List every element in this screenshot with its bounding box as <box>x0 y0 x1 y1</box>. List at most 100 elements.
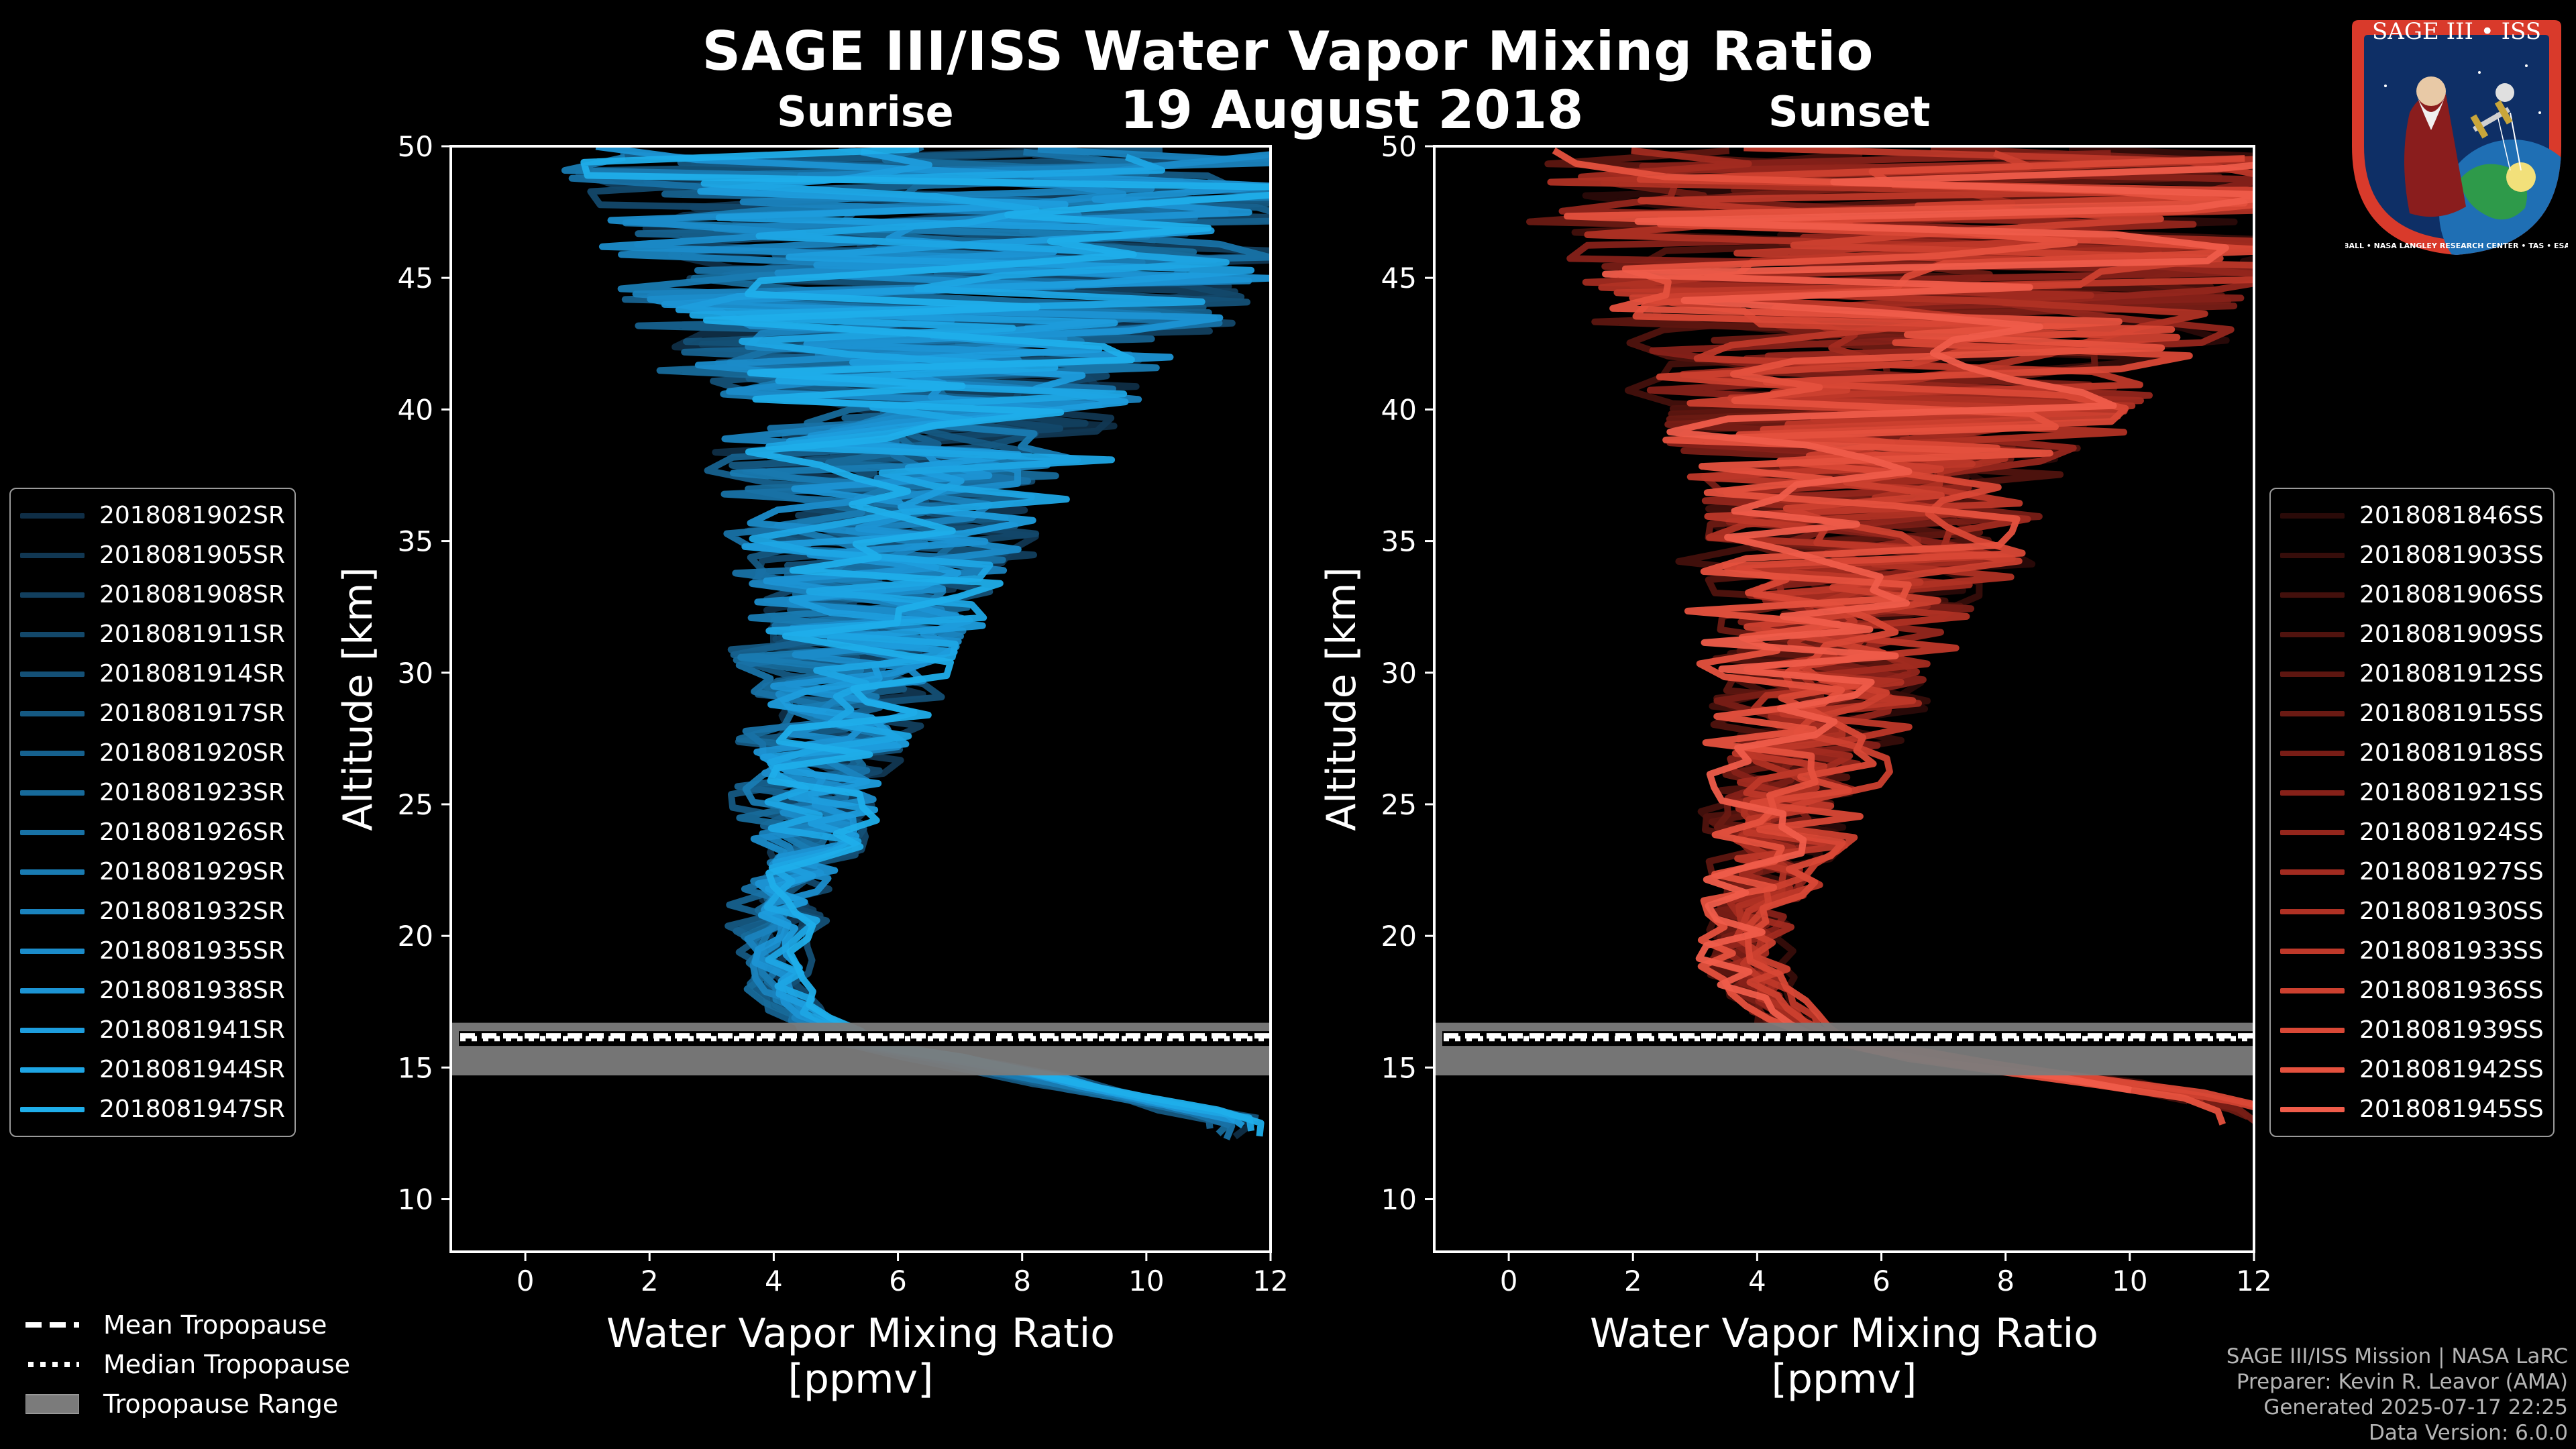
legend-label: 2018081918SS <box>2359 739 2544 767</box>
sunset-legend: 2018081846SS 2018081903SS 2018081906SS 2018… <box>2269 488 2555 1137</box>
y-tick-label: 15 <box>398 1051 433 1084</box>
x-tick-label: 8 <box>1996 1265 2015 1297</box>
legend-label: 2018081920SR <box>99 739 285 767</box>
x-axis-label: Water Vapor Mixing Ratio <box>606 1310 1115 1357</box>
x-axis-label: Water Vapor Mixing Ratio <box>1590 1310 2098 1357</box>
legend-item-2018081909SS: 2018081909SS <box>2280 614 2544 654</box>
legend-label: 2018081905SR <box>99 541 285 569</box>
space-station-icon <box>2470 100 2513 139</box>
legend-label: 2018081846SS <box>2359 502 2544 529</box>
y-tick-label: 25 <box>1381 788 1417 821</box>
y-tick-label: 40 <box>1381 393 1417 426</box>
tropopause-legend: Mean Tropopause Median Tropopause Tropop… <box>25 1305 350 1424</box>
legend-item-2018081945SS: 2018081945SS <box>2280 1089 2544 1129</box>
legend-item-2018081927SS: 2018081927SS <box>2280 852 2544 892</box>
legend-swatch <box>20 631 85 637</box>
logo-ring-text: BALL • NASA LANGLEY RESEARCH CENTER • TA… <box>2345 241 2568 250</box>
legend-item-2018081917SR: 2018081917SR <box>20 694 285 733</box>
y-tick-label: 30 <box>1381 657 1417 690</box>
legend-item-2018081912SS: 2018081912SS <box>2280 654 2544 694</box>
legend-swatch <box>20 513 85 519</box>
legend-swatch <box>2280 513 2345 519</box>
plot-frame <box>1433 145 2255 1253</box>
profile-line-2018081939SS <box>1632 155 2254 1108</box>
dashed-line-icon <box>25 1322 79 1328</box>
legend-swatch <box>20 1067 85 1073</box>
footer-mission: SAGE III/ISS Mission | NASA LaRC <box>2226 1344 2568 1368</box>
footer-credits: SAGE III/ISS Mission | NASA LaRC Prepare… <box>2226 1344 2568 1446</box>
y-tick-label: 35 <box>1381 525 1417 558</box>
y-axis-label: Altitude [km] <box>1318 567 1365 831</box>
legend-swatch <box>2280 908 2345 914</box>
legend-swatch <box>2280 710 2345 716</box>
legend-label: 2018081906SS <box>2359 581 2544 608</box>
logo-title: SAGE III • ISS <box>2372 18 2541 45</box>
legend-swatch <box>20 750 85 756</box>
x-axis-units: [ppmv] <box>788 1356 934 1403</box>
legend-swatch <box>20 869 85 875</box>
x-tick-label: 12 <box>2236 1265 2271 1297</box>
y-axis-label: Altitude [km] <box>335 567 382 831</box>
sunrise-legend: 2018081902SR 2018081905SR 2018081908SR 2018… <box>9 488 296 1137</box>
legend-mean-tropopause: Mean Tropopause <box>25 1305 350 1344</box>
legend-label: 2018081932SR <box>99 898 285 925</box>
legend-swatch <box>2280 987 2345 994</box>
dotted-line-icon <box>28 1361 79 1367</box>
x-tick-label: 0 <box>1500 1265 1518 1297</box>
legend-median-tropopause: Median Tropopause <box>25 1344 350 1384</box>
legend-swatch <box>2280 948 2345 954</box>
legend-item-2018081915SS: 2018081915SS <box>2280 694 2544 733</box>
x-tick-label: 4 <box>765 1265 783 1297</box>
legend-label: 2018081923SR <box>99 779 285 806</box>
x-tick-label: 10 <box>2112 1265 2147 1297</box>
legend-swatch <box>20 987 85 994</box>
legend-item-2018081923SR: 2018081923SR <box>20 773 285 812</box>
legend-label: 2018081912SS <box>2359 660 2544 688</box>
x-tick-label: 6 <box>889 1265 907 1297</box>
legend-label: 2018081924SS <box>2359 818 2544 846</box>
legend-swatch <box>20 790 85 796</box>
legend-item-2018081941SR: 2018081941SR <box>20 1010 285 1050</box>
chart-title: SAGE III/ISS Water Vapor Mixing Ratio <box>702 20 1874 83</box>
y-tick-label: 25 <box>398 788 433 821</box>
y-tick-label: 35 <box>398 525 433 558</box>
legend-item-2018081914SR: 2018081914SR <box>20 654 285 694</box>
legend-swatch <box>2280 1106 2345 1112</box>
legend-item-2018081932SR: 2018081932SR <box>20 892 285 931</box>
legend-label: 2018081911SR <box>99 621 285 648</box>
sun-icon <box>2506 162 2536 192</box>
profile-line-2018081933SS <box>1613 146 2254 1109</box>
legend-label: 2018081935SR <box>99 937 285 965</box>
y-tick-label: 45 <box>398 262 433 294</box>
panel-sunrise: 0 2 4 6 8 10 12 10 15 20 25 30 35 40 45 50 Water Vapor M… <box>335 130 1289 1403</box>
x-tick-label: 0 <box>517 1265 535 1297</box>
plot-area-sunrise <box>451 146 1271 1140</box>
legend-item-2018081942SS: 2018081942SS <box>2280 1050 2544 1089</box>
legend-swatch <box>20 948 85 954</box>
panel-sunset: 0 2 4 6 8 10 12 10 15 20 25 30 35 40 45 50 Water Vapor M… <box>1318 130 2272 1403</box>
x-tick-label: 2 <box>1624 1265 1642 1297</box>
legend-label: 2018081915SS <box>2359 700 2544 727</box>
legend-item-2018081908SR: 2018081908SR <box>20 575 285 614</box>
legend-item-2018081930SS: 2018081930SS <box>2280 892 2544 931</box>
legend-swatch <box>2280 1067 2345 1073</box>
chart-date: 19 August 2018 <box>1120 80 1584 141</box>
legend-label: 2018081942SS <box>2359 1056 2544 1083</box>
y-tick-label: 15 <box>1381 1051 1417 1084</box>
range-box-icon <box>25 1393 79 1414</box>
legend-item-2018081947SR: 2018081947SR <box>20 1089 285 1129</box>
legend-label: 2018081947SR <box>99 1095 285 1123</box>
legend-item-2018081906SS: 2018081906SS <box>2280 575 2544 614</box>
tropopause-range-band <box>451 1022 1271 1076</box>
astronomer-figure-icon <box>2404 92 2466 217</box>
legend-label: 2018081927SS <box>2359 858 2544 885</box>
y-tick-label: 50 <box>1381 130 1417 163</box>
legend-item-2018081936SS: 2018081936SS <box>2280 971 2544 1010</box>
legend-item-2018081938SR: 2018081938SR <box>20 971 285 1010</box>
x-tick-label: 10 <box>1128 1265 1164 1297</box>
legend-label: 2018081936SS <box>2359 977 2544 1004</box>
y-tick-label: 10 <box>398 1183 433 1216</box>
legend-item-2018081924SS: 2018081924SS <box>2280 812 2544 852</box>
legend-label: 2018081933SS <box>2359 937 2544 965</box>
